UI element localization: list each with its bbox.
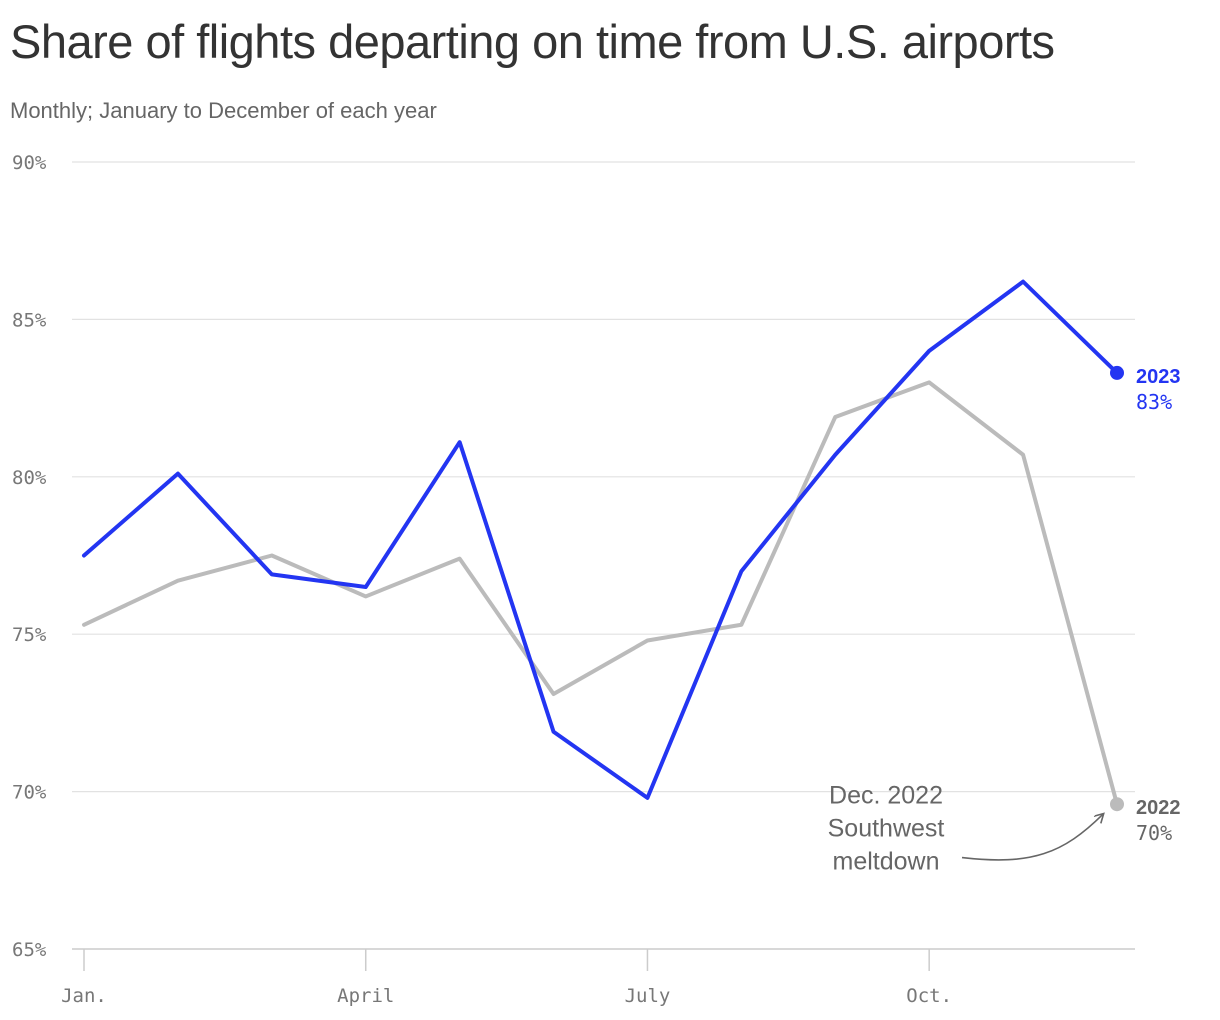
end-point-2023: [1110, 365, 1124, 380]
end-label-year-2023: 2023: [1136, 366, 1181, 388]
end-label-value-2022: 70%: [1136, 821, 1172, 845]
chart-title: Share of flights departing on time from …: [10, 15, 1055, 68]
series-lines: [82, 279, 1124, 812]
y-tick-label: 85%: [12, 309, 47, 331]
annotation-text-line: Dec. 2022: [829, 782, 943, 810]
end-label-value-2023: 83%: [1136, 390, 1172, 414]
y-tick-label: 80%: [12, 467, 47, 489]
end-point-2022: [1110, 797, 1124, 812]
annotation-text-line: meltdown: [833, 848, 940, 876]
x-tick-label: Jan.: [61, 985, 107, 1007]
y-tick-label: 65%: [12, 939, 47, 961]
y-tick-label: 90%: [12, 152, 47, 174]
x-tick-label: July: [625, 985, 671, 1007]
series-line-2023: [82, 279, 1119, 800]
annotation: Dec. 2022 Southwest meltdown: [828, 782, 1103, 876]
annotation-arrow: [961, 814, 1103, 861]
x-tick-label: April: [337, 985, 394, 1007]
y-tick-label: 70%: [12, 782, 47, 804]
series-line-2022: [82, 380, 1119, 807]
x-tick-label: Oct.: [906, 985, 952, 1007]
chart-subtitle: Monthly; January to December of each yea…: [10, 98, 437, 123]
y-tick-label: 75%: [12, 624, 47, 646]
annotation-text-line: Southwest: [828, 815, 945, 843]
axes: 65% 70% 75% 80% 85% 90% Jan. April July Oct.: [12, 152, 952, 1007]
end-label-year-2022: 2022: [1136, 797, 1181, 819]
gridlines: [72, 161, 1135, 950]
